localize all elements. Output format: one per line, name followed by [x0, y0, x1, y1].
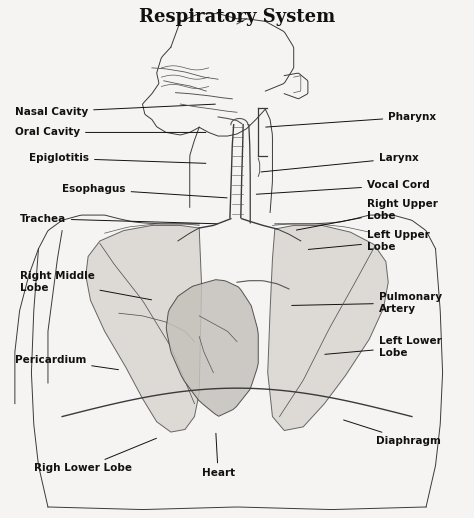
Text: Righ Lower Lobe: Righ Lower Lobe — [35, 438, 156, 473]
Text: Trachea: Trachea — [19, 214, 218, 224]
Text: Vocal Cord: Vocal Cord — [256, 180, 430, 194]
Text: Pericardium: Pericardium — [15, 355, 118, 370]
Text: Larynx: Larynx — [261, 153, 419, 172]
Text: Esophagus: Esophagus — [62, 184, 227, 198]
Text: Diaphragm: Diaphragm — [344, 420, 441, 446]
Text: Oral Cavity: Oral Cavity — [15, 127, 206, 137]
Polygon shape — [268, 225, 388, 430]
Text: Right Middle
Lobe: Right Middle Lobe — [19, 271, 152, 300]
Text: Respiratory System: Respiratory System — [139, 8, 335, 26]
Text: Left Upper
Lobe: Left Upper Lobe — [308, 230, 430, 252]
Text: Pharynx: Pharynx — [266, 112, 437, 127]
Text: Heart: Heart — [201, 433, 235, 479]
Text: Nasal Cavity: Nasal Cavity — [15, 104, 215, 117]
Text: Left Lower
Lobe: Left Lower Lobe — [325, 336, 442, 357]
Text: Pulmonary
Artery: Pulmonary Artery — [292, 292, 442, 314]
Polygon shape — [166, 280, 258, 416]
Text: Epiglotitis: Epiglotitis — [29, 153, 206, 163]
Text: Right Upper
Lobe: Right Upper Lobe — [296, 199, 438, 230]
Polygon shape — [86, 225, 201, 432]
